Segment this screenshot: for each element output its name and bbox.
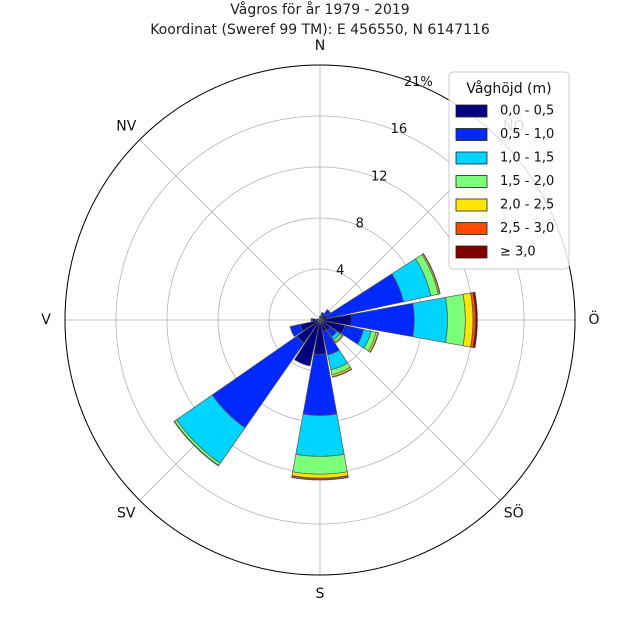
legend-swatch-5	[455, 198, 488, 212]
direction-label-6: SÖ	[504, 504, 524, 522]
bar-Ö-bin-4	[445, 293, 466, 347]
legend-label-6: 2,5 - 3,0	[500, 221, 554, 236]
chart-title: Vågros för år 1979 - 2019	[230, 1, 409, 18]
bar-VSV-bin-2	[289, 323, 304, 338]
grid-spoke-4	[319, 319, 501, 501]
chart-subtitle: Koordinat (Sweref 99 TM): E 456550, N 61…	[150, 22, 490, 38]
legend-box	[448, 71, 570, 270]
radial-tick-label-5: 21%	[404, 75, 433, 90]
bar-Ö-bin-3	[412, 297, 448, 343]
direction-label-1: N	[315, 38, 325, 54]
radial-tick-label-2: 8	[356, 216, 364, 231]
bar-S-bin-4	[292, 453, 348, 475]
rose-bars	[173, 253, 478, 481]
outer-ring	[64, 64, 576, 576]
bar-NNV-bin-1	[318, 318, 321, 321]
direction-labels: NNVVSVSSÖÖNÖ	[41, 38, 599, 602]
radial-tick-label-1: 4	[336, 264, 344, 279]
bar-SSÖ-bin-6	[331, 368, 353, 378]
direction-label-4: SV	[117, 506, 136, 522]
direction-label-5: S	[316, 586, 325, 602]
legend-label-3: 1,0 - 1,5	[500, 151, 554, 166]
legend-swatch-3	[455, 151, 488, 165]
bar-SSV-bin-1	[294, 319, 321, 367]
direction-label-2: NV	[116, 118, 136, 134]
bar-SV-bin-5	[173, 420, 220, 467]
legend-items: 0,0 - 0,5 0,5 - 1,0 1,0 - 1,5 1,5 - 2,0 2,0 …	[455, 104, 554, 260]
radial-tick-label-3: 12	[371, 169, 388, 184]
radial-tick-label-4: 16	[391, 122, 408, 137]
bar-V-bin-2	[310, 318, 313, 322]
legend-swatch-7	[455, 245, 488, 259]
bar-ÖSÖ-bin-6	[369, 332, 379, 353]
legend: Våghöjd (m) 0,0 - 0,5 0,5 - 1,0 1,0 - 1,5 1…	[448, 71, 570, 270]
bar-ÖNÖ-bin-6	[422, 253, 441, 295]
legend-title: Våghöjd (m)	[466, 80, 551, 97]
legend-swatch-6	[455, 222, 488, 235]
direction-label-7: Ö	[588, 310, 599, 328]
grid-spoke-8	[139, 139, 321, 321]
legend-label-7: ≥ 3,0	[500, 245, 536, 260]
legend-swatch-1	[455, 104, 488, 118]
legend-label-2: 0,5 - 1,0	[500, 127, 554, 142]
legend-label-5: 2,0 - 2,5	[500, 198, 554, 213]
legend-label-4: 1,5 - 2,0	[500, 174, 554, 189]
bar-Ö-bin-7	[472, 291, 478, 349]
bar-S-bin-7	[291, 476, 349, 481]
legend-swatch-4	[455, 175, 488, 188]
bar-S-bin-3	[295, 413, 345, 457]
legend-label-1: 0,0 - 0,5	[500, 104, 554, 119]
direction-label-3: V	[41, 312, 51, 328]
radial-ticks: 4 8 12 16 21%	[336, 75, 433, 278]
legend-swatch-2	[455, 128, 488, 141]
bar-SÖ-bin-5	[334, 334, 344, 344]
